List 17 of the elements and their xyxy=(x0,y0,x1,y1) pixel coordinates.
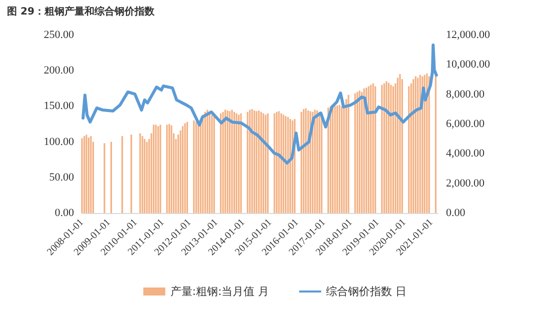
legend-label: 产量:粗钢:当月值 月 xyxy=(170,285,270,298)
y-tick-label: 0.00 xyxy=(54,207,74,219)
y2-tick-label: 10,000.00 xyxy=(446,58,490,71)
y2-tick-label: 2,000.00 xyxy=(446,177,485,190)
y2-tick-label: 4,000.00 xyxy=(446,148,485,160)
y2-tick-label: 6,000.00 xyxy=(446,118,485,130)
y-tick-label: 250.00 xyxy=(44,29,74,41)
y-tick-label: 150.00 xyxy=(44,100,74,112)
y2-tick-label: 12,000.00 xyxy=(446,29,490,41)
chart-title: 图 29：粗钢产量和综合钢价指数 xyxy=(7,6,156,18)
line-series xyxy=(82,43,438,165)
y2-tick-label: 0.00 xyxy=(446,207,466,219)
y-tick-label: 50.00 xyxy=(49,171,74,184)
y-tick-label: 200.00 xyxy=(44,64,74,77)
legend-label: 综合钢价指数 日 xyxy=(326,285,407,298)
y2-tick-label: 8,000.00 xyxy=(446,88,485,100)
y-tick-label: 100.00 xyxy=(44,136,74,148)
